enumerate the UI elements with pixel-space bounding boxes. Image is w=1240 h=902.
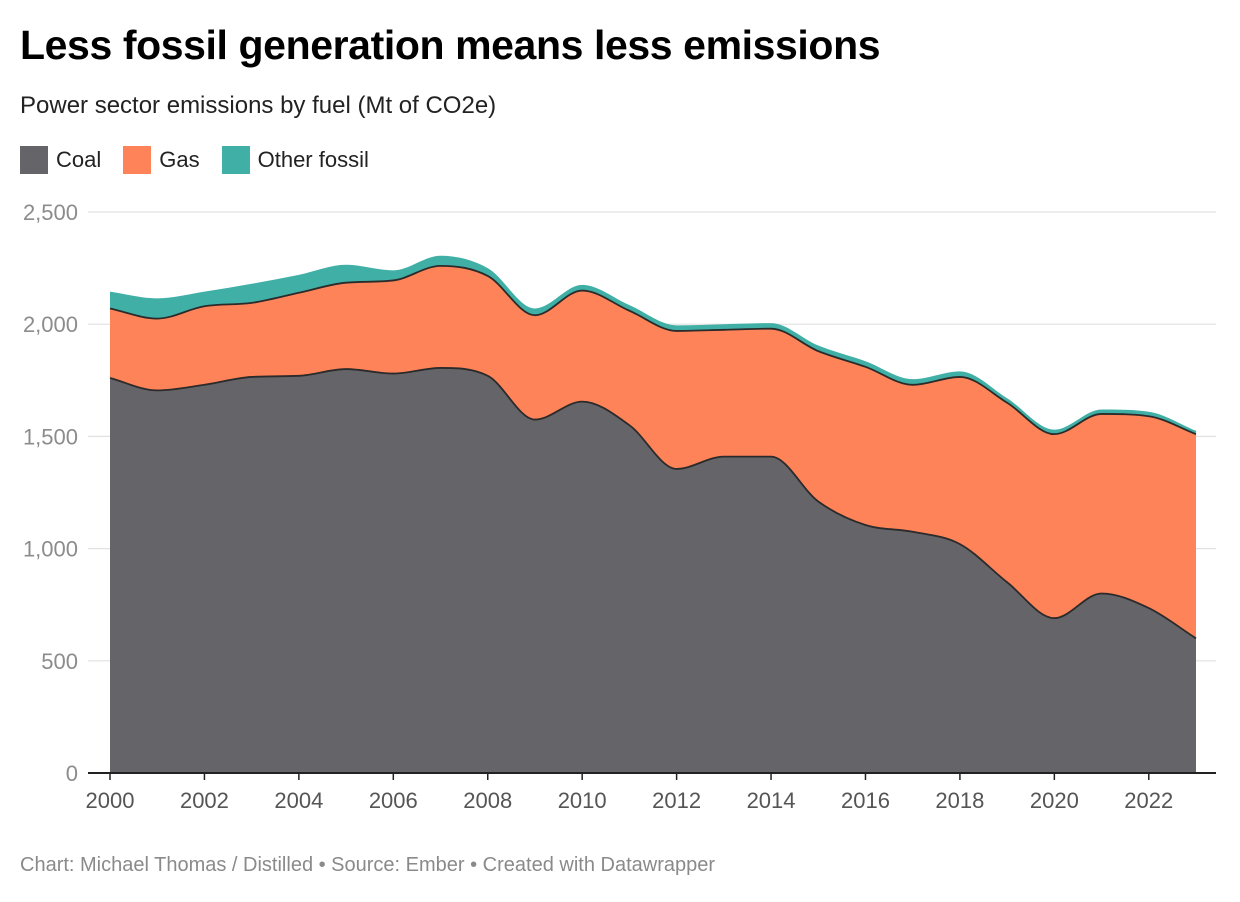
chart-credit: Chart: Michael Thomas / Distilled • Sour… bbox=[20, 854, 716, 876]
area-gas bbox=[110, 265, 1196, 639]
x-tick-label: 2012 bbox=[652, 788, 701, 813]
x-tick-label: 2014 bbox=[747, 788, 796, 813]
legend-label-other-fossil: Other fossil bbox=[257, 147, 369, 172]
x-tick-label: 2000 bbox=[86, 788, 135, 813]
legend: Coal Gas Other fossil bbox=[20, 146, 391, 174]
y-tick-label: 2,000 bbox=[23, 312, 78, 337]
x-tick-label: 2006 bbox=[369, 788, 418, 813]
chart-subtitle: Power sector emissions by fuel (Mt of CO… bbox=[20, 92, 497, 119]
x-tick-label: 2002 bbox=[180, 788, 229, 813]
legend-label-coal: Coal bbox=[56, 147, 102, 172]
area-other-fossil bbox=[110, 255, 1196, 435]
y-tick-label: 1,000 bbox=[23, 537, 78, 562]
legend-swatch-coal bbox=[20, 146, 48, 174]
area-series bbox=[109, 255, 1197, 773]
x-tick-label: 2020 bbox=[1030, 788, 1079, 813]
area-coal bbox=[110, 367, 1196, 773]
legend-item-gas: Gas bbox=[123, 146, 200, 174]
x-tick-label: 2008 bbox=[463, 788, 512, 813]
legend-item-other-fossil: Other fossil bbox=[221, 146, 369, 174]
y-tick-label: 0 bbox=[66, 761, 78, 786]
x-tick-label: 2022 bbox=[1124, 788, 1173, 813]
x-tick-label: 2016 bbox=[841, 788, 890, 813]
legend-swatch-other-fossil bbox=[221, 146, 250, 174]
y-tick-label: 500 bbox=[41, 649, 78, 674]
x-tick-label: 2010 bbox=[558, 788, 607, 813]
y-tick-label: 1,500 bbox=[23, 424, 78, 449]
chart-title: Less fossil generation means less emissi… bbox=[20, 22, 881, 68]
x-tick-label: 2018 bbox=[935, 788, 984, 813]
series-boundary-line bbox=[109, 264, 1197, 436]
axes: 0 500 1,000 1,500 2,000 2,500 2000 2002 2004 2006… bbox=[23, 200, 1216, 813]
legend-item-coal: Coal bbox=[20, 146, 101, 174]
series-boundary-line bbox=[109, 367, 1197, 640]
legend-label-gas: Gas bbox=[159, 147, 200, 172]
x-tick-label: 2004 bbox=[274, 788, 323, 813]
y-tick-label: 2,500 bbox=[23, 200, 78, 225]
legend-swatch-gas bbox=[123, 146, 152, 174]
